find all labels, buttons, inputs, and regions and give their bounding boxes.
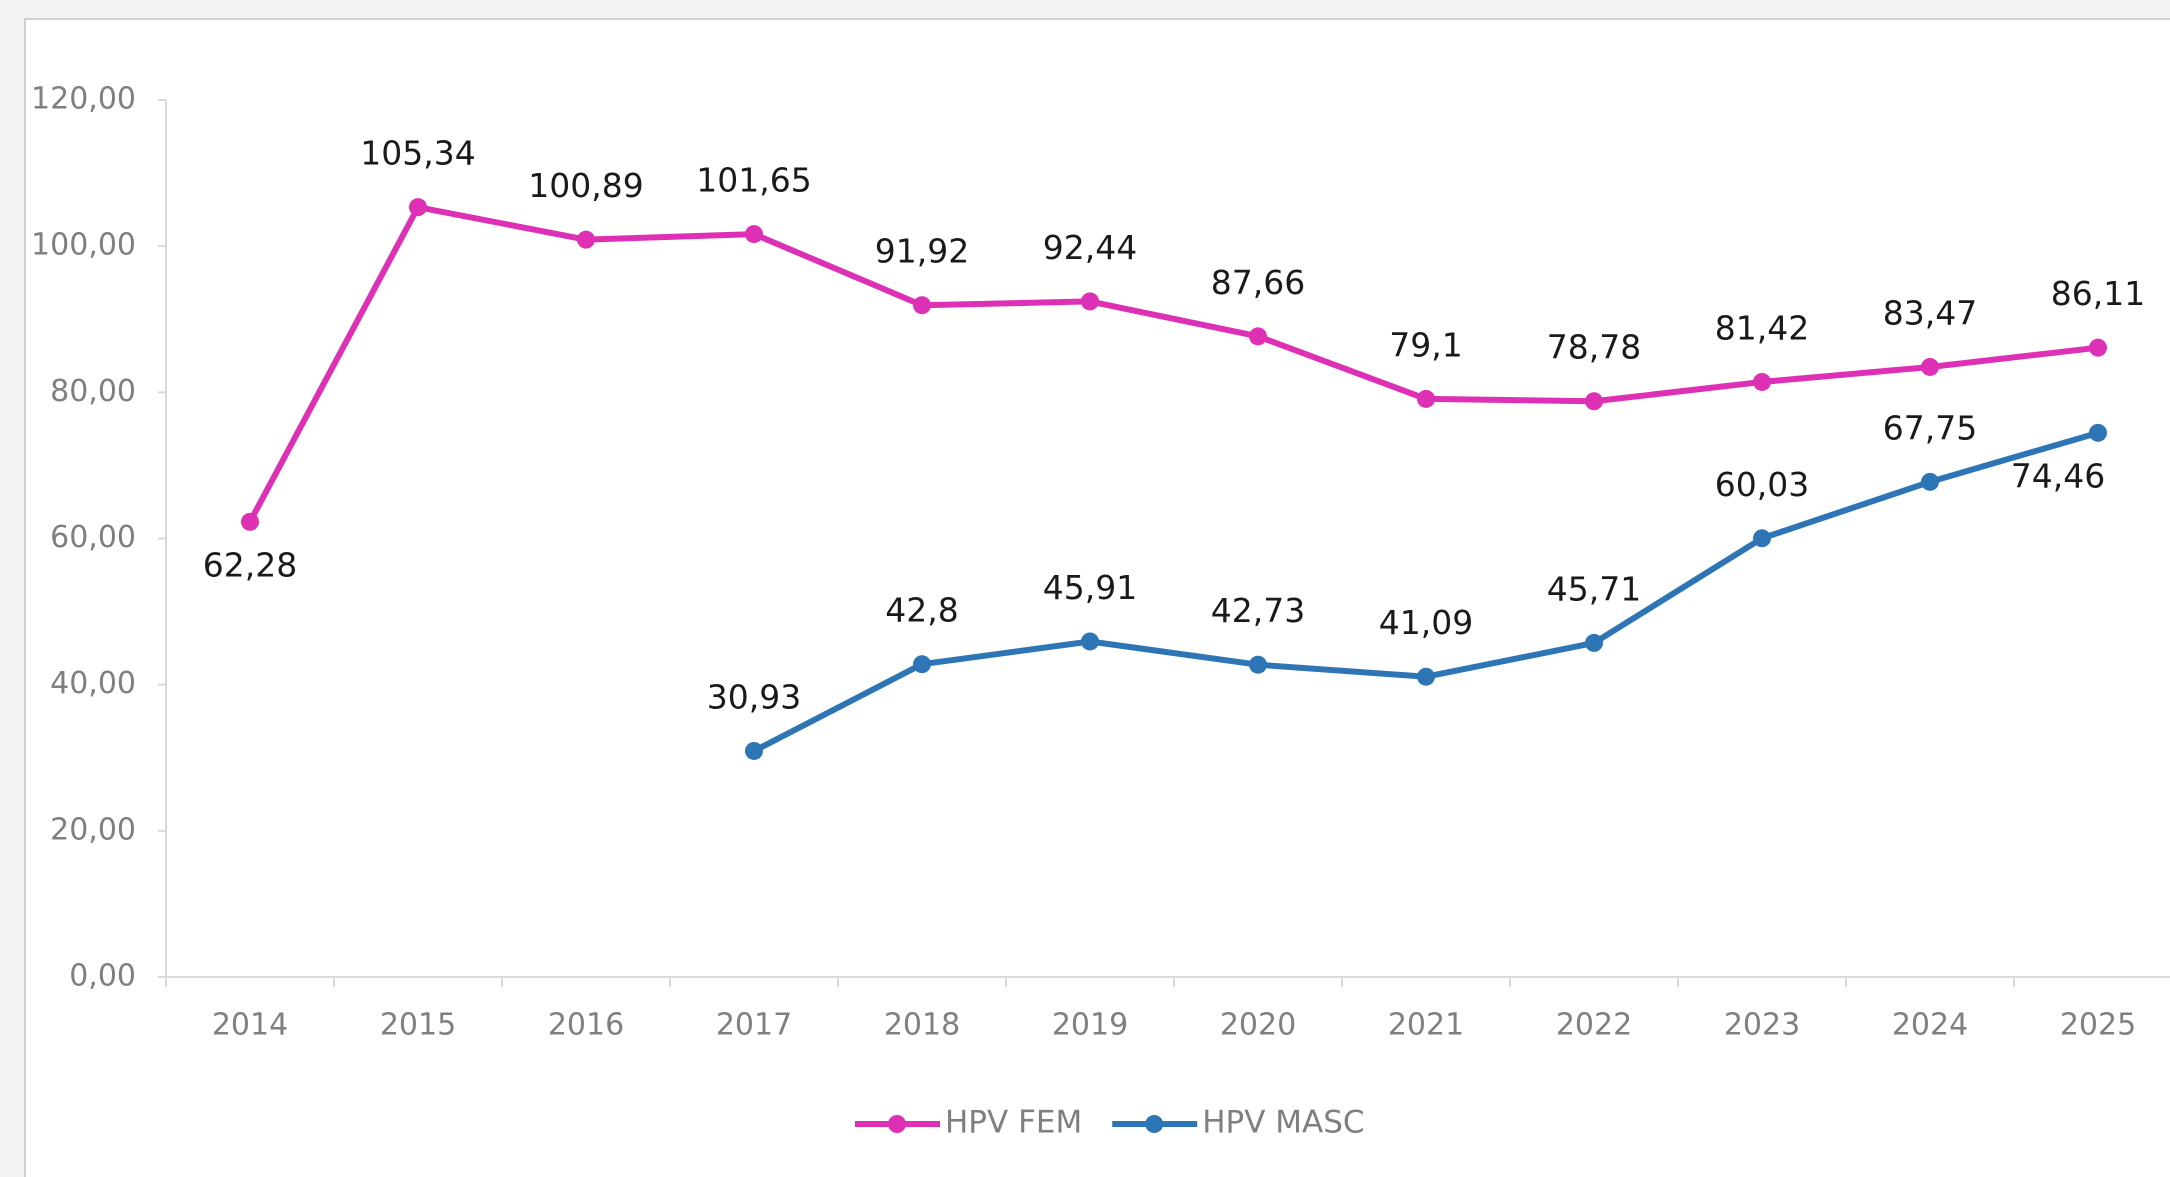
data-label: 100,89 <box>528 166 643 205</box>
chart-frame <box>24 18 2170 1177</box>
x-tick-label: 2014 <box>212 1008 288 1043</box>
data-label: 92,44 <box>1043 228 1137 267</box>
data-point <box>1417 667 1435 686</box>
data-point <box>1249 655 1267 674</box>
x-tick-label: 2018 <box>884 1008 960 1043</box>
x-tick-label: 2019 <box>1052 1008 1128 1043</box>
data-label: 101,65 <box>696 161 811 200</box>
data-label: 67,75 <box>1883 408 1977 447</box>
data-label: 42,73 <box>1211 591 1305 630</box>
data-point <box>1081 632 1099 651</box>
data-label: 45,71 <box>1547 569 1641 608</box>
data-label: 81,42 <box>1715 308 1809 347</box>
x-tick-label: 2024 <box>1892 1008 1968 1043</box>
data-point <box>577 230 595 249</box>
data-point <box>913 655 931 674</box>
data-label: 105,34 <box>360 134 475 173</box>
data-point <box>2089 423 2107 442</box>
data-label: 41,09 <box>1379 603 1473 642</box>
y-tick-label: 0,00 <box>69 959 136 994</box>
y-tick-label: 100,00 <box>31 228 136 263</box>
data-label: 60,03 <box>1715 465 1809 504</box>
x-tick-label: 2016 <box>548 1008 624 1043</box>
data-label: 91,92 <box>875 232 969 271</box>
data-label: 62,28 <box>203 545 297 584</box>
data-label: 74,46 <box>2011 456 2105 495</box>
data-point <box>241 512 259 531</box>
data-point <box>1081 292 1099 311</box>
data-label: 78,78 <box>1547 328 1641 367</box>
x-tick-label: 2021 <box>1388 1008 1464 1043</box>
data-point <box>1417 389 1435 408</box>
data-point <box>1249 327 1267 346</box>
x-tick-label: 2025 <box>2060 1008 2136 1043</box>
y-tick-label: 20,00 <box>50 812 136 847</box>
legend-marker <box>888 1115 906 1133</box>
y-tick-label: 80,00 <box>50 374 136 409</box>
data-label: 45,91 <box>1043 568 1137 607</box>
data-label: 83,47 <box>1883 293 1977 332</box>
x-tick-label: 2023 <box>1724 1008 1800 1043</box>
data-point <box>1753 372 1771 391</box>
y-tick-label: 40,00 <box>50 666 136 701</box>
x-tick-label: 2020 <box>1220 1008 1296 1043</box>
data-point <box>1921 472 1939 491</box>
data-label: 79,1 <box>1389 325 1462 364</box>
legend-marker <box>1145 1115 1164 1133</box>
data-point <box>1753 529 1771 548</box>
x-tick-label: 2015 <box>380 1008 456 1043</box>
data-point <box>745 225 763 244</box>
data-point <box>913 296 931 315</box>
x-tick-label: 2022 <box>1556 1008 1632 1043</box>
data-label: 86,11 <box>2051 274 2145 313</box>
legend-label: HPV MASC <box>1202 1105 1364 1141</box>
y-tick-label: 120,00 <box>31 82 136 117</box>
data-point <box>2089 338 2107 357</box>
series-line <box>247 204 2099 524</box>
data-point <box>1585 392 1603 411</box>
data-label: 87,66 <box>1211 263 1305 302</box>
data-point <box>409 198 427 217</box>
data-point <box>1585 633 1603 652</box>
data-label: 42,8 <box>885 591 958 630</box>
data-label: 30,93 <box>707 677 801 716</box>
data-point <box>1921 357 1939 376</box>
x-tick-label: 2017 <box>716 1008 792 1043</box>
legend-label: HPV FEM <box>945 1105 1082 1141</box>
data-point <box>745 741 763 760</box>
y-tick-label: 60,00 <box>50 520 136 555</box>
